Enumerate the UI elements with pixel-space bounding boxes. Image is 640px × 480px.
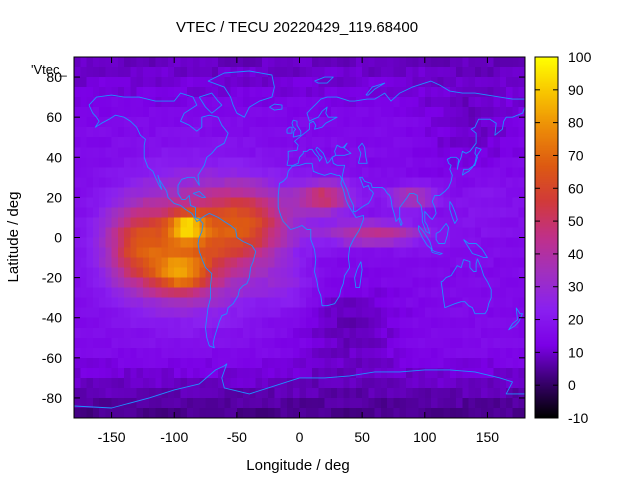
coastline-sri-lanka <box>399 217 403 226</box>
x-axis-label: Longitude / deg <box>246 457 349 474</box>
colorbar-tick-label: 90 <box>568 82 584 98</box>
colorbar-tick-label: 70 <box>568 147 584 163</box>
y-tick-label: 20 <box>46 189 62 205</box>
y-tick-label: 0 <box>54 230 62 246</box>
coastline-madagascar <box>354 261 363 289</box>
colorbar-tick-label: 40 <box>568 246 584 262</box>
coastlines <box>73 70 526 409</box>
coastline-novaya-zemlya <box>365 82 386 96</box>
coastline-new-zealand <box>508 307 523 331</box>
coastline-caspian <box>357 142 368 164</box>
colorbar-tick-label: 80 <box>568 115 584 131</box>
coastline-australia <box>440 258 492 315</box>
colorbar-tick-label: 10 <box>568 344 584 360</box>
coastline-sumatra <box>418 225 433 250</box>
colorbar-tick-label: 100 <box>568 49 592 65</box>
colorbar-tick-label: 0 <box>568 377 576 393</box>
colorbar-tick-label: -10 <box>568 410 588 426</box>
y-tick-label: -60 <box>42 350 62 366</box>
coastline-philippines <box>449 201 458 224</box>
map-area <box>73 56 526 419</box>
coastline-iceland <box>269 103 283 111</box>
x-tick-label: -150 <box>98 429 126 445</box>
colorbar-tick-label: 50 <box>568 213 584 229</box>
colorbar-tick-label: 60 <box>568 180 584 196</box>
x-tick-label: -50 <box>227 429 247 445</box>
series-label: 'Vtec_ <box>31 62 67 77</box>
x-axis: -150 -100 -50 0 50 100 150 <box>98 57 500 445</box>
coastline-cuba <box>192 190 206 198</box>
y-tick-label: -80 <box>42 390 62 406</box>
coastline-africa <box>277 162 364 307</box>
coastline-antarctica <box>73 363 525 409</box>
coastline-south-america <box>197 212 257 349</box>
coastline-greenland <box>207 70 275 118</box>
y-axis: -80 -60 -40 -20 0 20 40 60 80 <box>42 69 525 406</box>
y-axis-label: Latitude / deg <box>5 192 22 283</box>
x-tick-label: 50 <box>354 429 370 445</box>
x-tick-label: 150 <box>476 429 500 445</box>
colorbar-tick-label: 30 <box>568 279 584 295</box>
coastline-borneo <box>435 223 450 244</box>
x-tick-label: -100 <box>160 429 188 445</box>
coastline-ireland <box>286 126 293 134</box>
colorbar-ticks: -10 0 10 20 30 40 50 60 70 80 90 100 <box>535 49 592 426</box>
coastline-japan <box>461 146 482 176</box>
coastline-new-guinea <box>463 239 488 259</box>
y-tick-label: 60 <box>46 109 62 125</box>
x-tick-label: 100 <box>413 429 437 445</box>
colorbar: -10 0 10 20 30 40 50 60 70 80 90 100 <box>534 49 592 426</box>
coastline-eurasia <box>286 80 526 234</box>
x-tick-label: 0 <box>296 429 304 445</box>
coastline-svalbard <box>314 76 334 84</box>
y-tick-label: -20 <box>42 270 62 286</box>
colorbar-tick-label: 20 <box>568 312 584 328</box>
coastline-north-america <box>88 92 229 222</box>
colorbar-gradient <box>535 57 558 418</box>
coastline-british-isles <box>291 119 302 138</box>
colorbar-frame <box>534 56 559 419</box>
coastline-baffin <box>198 92 223 114</box>
chart-title: VTEC / TECU 20220429_119.68400 <box>176 19 418 36</box>
heatmap-grid <box>74 57 525 418</box>
y-tick-label: 40 <box>46 149 62 165</box>
y-tick-label: -40 <box>42 310 62 326</box>
coastline-java <box>430 249 443 255</box>
y-tick-label: 80 <box>46 69 62 85</box>
